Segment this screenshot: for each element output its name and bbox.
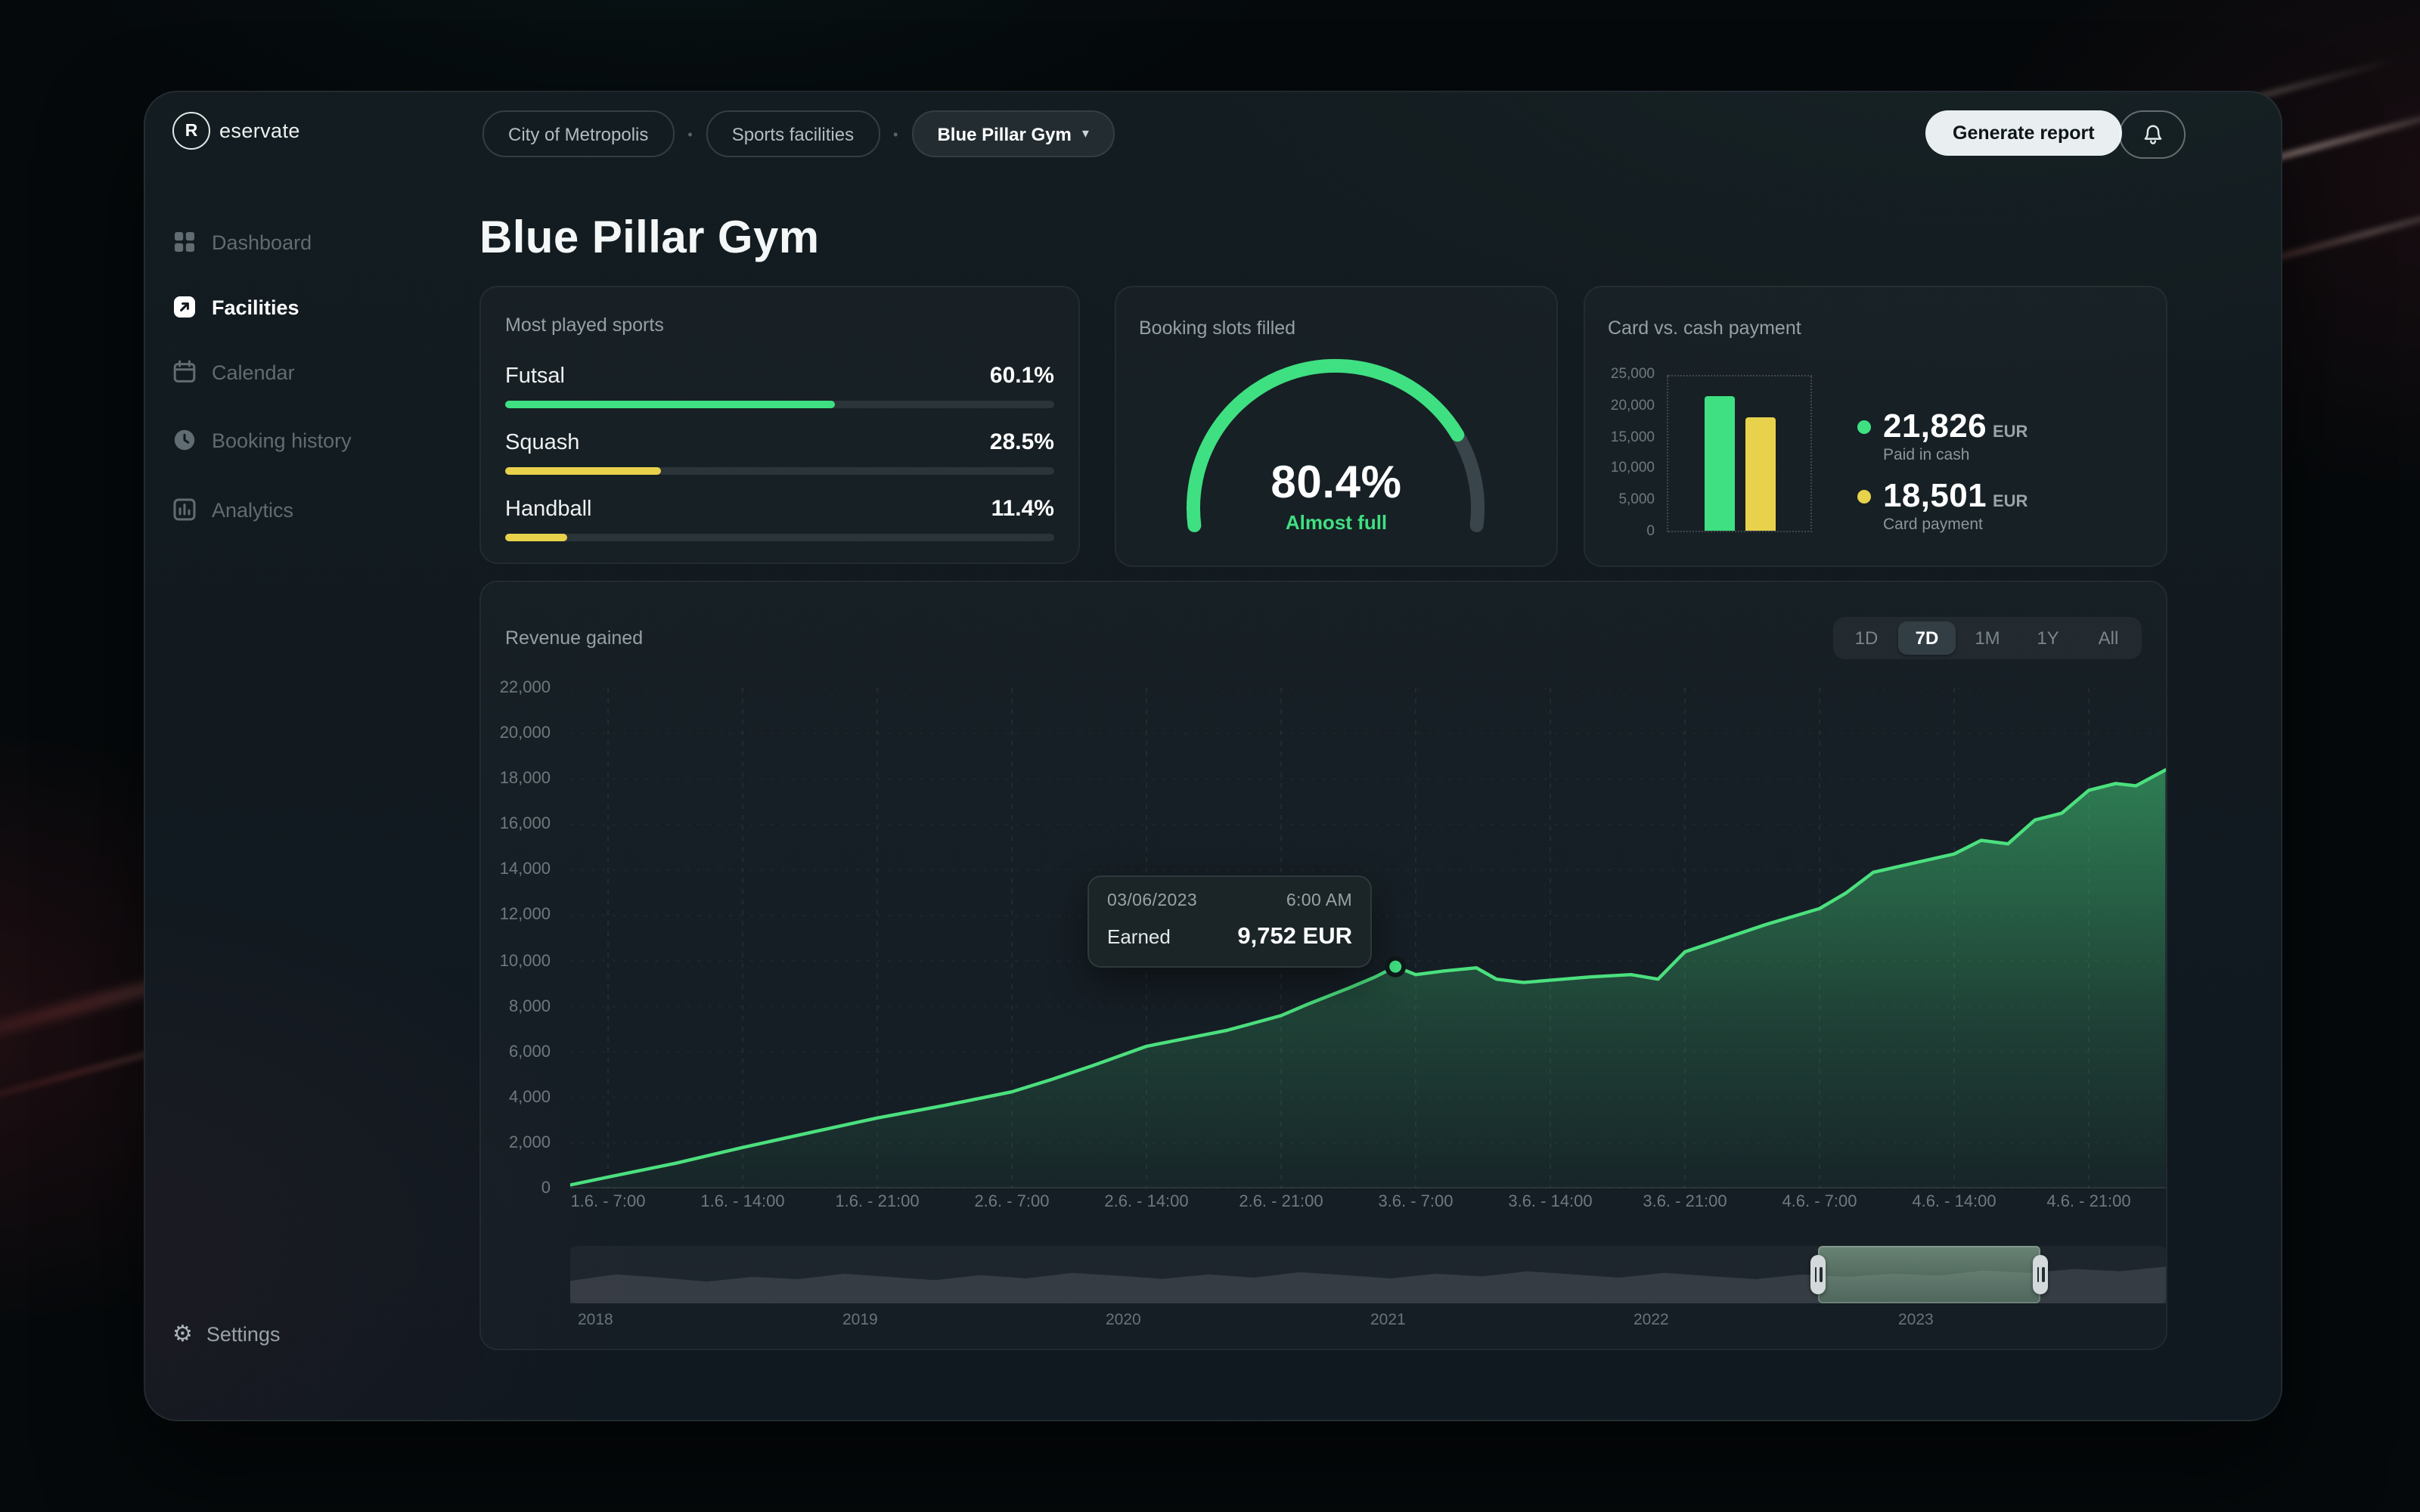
chevron-down-icon: ▾ (1081, 125, 1089, 141)
breadcrumb-gym-dropdown[interactable]: Blue Pillar Gym ▾ (911, 110, 1115, 157)
gauge-percent: 80.4% (1270, 458, 1402, 508)
bell-icon (2143, 125, 2161, 144)
brand-name: eservate (219, 119, 300, 142)
sidebar-item-label: Booking history (212, 429, 352, 451)
selection-handle-left[interactable] (1810, 1255, 1826, 1294)
booking-gauge (1186, 358, 1485, 532)
currency-label: EUR (1993, 493, 2028, 511)
legend-dot-green (1857, 420, 1871, 433)
sport-row: Squash 28.5% (505, 429, 1054, 475)
progress-track (505, 401, 1054, 408)
gear-icon: ⚙ (172, 1319, 193, 1346)
cash-bar (1705, 396, 1735, 531)
sport-row: Futsal 60.1% (505, 363, 1054, 408)
app-window: R eservate City of Metropolis • Sports f… (144, 91, 2282, 1421)
legend-card: 18,501 EUR Card payment (1857, 476, 2028, 534)
highlight-point (1385, 956, 1407, 978)
tooltip-time: 6:00 AM (1286, 892, 1352, 910)
legend-dot-yellow (1857, 489, 1871, 503)
tooltip-date: 03/06/2023 (1107, 892, 1198, 910)
range-all-button[interactable]: All (2098, 627, 2119, 649)
timeline-minichart (570, 1266, 2166, 1303)
tooltip-value: 9,752 EUR (1237, 924, 1352, 950)
sidebar-item-label: Calendar (212, 361, 295, 383)
legend-cash: 21,826 EUR Paid in cash (1857, 407, 2028, 464)
calendar-icon (173, 360, 196, 383)
sport-percent: 60.1% (989, 363, 1054, 389)
sport-row: Handball 11.4% (505, 496, 1054, 541)
range-1y-button[interactable]: 1Y (2037, 627, 2059, 649)
sidebar-item-analytics[interactable]: Analytics (172, 488, 452, 531)
sidebar-item-label: Dashboard (212, 231, 312, 253)
range-7d-button[interactable]: 7D (1898, 621, 1956, 655)
chart-tooltip: 03/06/2023 6:00 AM Earned 9,752 EUR (1087, 875, 1372, 968)
card-amount: 18,501 (1883, 476, 1987, 514)
card-title: Card vs. cash payment (1608, 318, 1801, 339)
payment-comparison-card: Card vs. cash payment 25,000 20,000 15,0… (1584, 286, 2167, 567)
card-title: Most played sports (505, 314, 664, 336)
page-title: Blue Pillar Gym (479, 213, 820, 263)
sport-name: Squash (505, 431, 580, 455)
brand-logo: R eservate (172, 112, 300, 150)
sidebar-item-calendar[interactable]: Calendar (172, 351, 452, 393)
revenue-card: Revenue gained 1D 7D 1M 1Y All 22,000 20,… (479, 581, 2167, 1350)
cash-amount: 21,826 (1883, 407, 1987, 445)
cash-label: Paid in cash (1883, 446, 1970, 464)
sidebar-item-label: Facilities (212, 296, 299, 318)
booking-slots-card: Booking slots filled 80.4% Almost full (1115, 286, 1558, 567)
settings-label: Settings (206, 1322, 281, 1345)
timeline-scrubber[interactable] (570, 1246, 2166, 1303)
range-1d-button[interactable]: 1D (1854, 627, 1879, 649)
card-bar (1745, 417, 1776, 531)
history-icon (174, 429, 195, 451)
sidebar-item-facilities[interactable]: Facilities (172, 286, 452, 328)
sidebar-item-label: Analytics (212, 498, 294, 521)
logo-r-icon: R (172, 112, 210, 150)
facilities-icon (174, 296, 195, 318)
most-played-sports-card: Most played sports Futsal 60.1% Squash 2… (479, 286, 1080, 564)
selection-handle-right[interactable] (2033, 1255, 2048, 1294)
breadcrumb: City of Metropolis • Sports facilities •… (482, 110, 1115, 157)
card-label: Card payment (1883, 516, 1983, 534)
sidebar-item-settings[interactable]: ⚙ Settings (172, 1312, 280, 1355)
card-title: Revenue gained (505, 627, 644, 649)
range-1m-button[interactable]: 1M (1975, 627, 2000, 649)
sport-percent: 28.5% (989, 429, 1054, 455)
timeline-selection-window[interactable] (1810, 1246, 2048, 1303)
progress-track (505, 534, 1054, 541)
currency-label: EUR (1993, 423, 2028, 442)
generate-report-button[interactable]: Generate report (1925, 110, 2122, 156)
progress-fill (505, 467, 662, 475)
sidebar-item-booking-history[interactable]: Booking history (172, 419, 452, 461)
revenue-x-axis: 1.6. - 7:00 1.6. - 14:00 1.6. - 21:00 2.6.… (570, 1193, 2131, 1211)
progress-fill (505, 401, 836, 408)
sport-name: Futsal (505, 364, 565, 389)
payment-plot-frame (1667, 375, 1812, 532)
time-range-toggle: 1D 7D 1M 1Y All (1833, 617, 2142, 659)
breadcrumb-separator: • (687, 126, 693, 141)
gauge-status: Almost full (1285, 511, 1388, 534)
progress-fill (505, 534, 568, 541)
sport-percent: 11.4% (991, 496, 1054, 522)
tooltip-label: Earned (1107, 925, 1171, 948)
dashboard-icon (175, 232, 194, 252)
sport-name: Handball (505, 497, 592, 522)
card-title: Booking slots filled (1139, 318, 1296, 339)
breadcrumb-facilities[interactable]: Sports facilities (706, 110, 880, 157)
revenue-chart[interactable] (570, 688, 2166, 1188)
notifications-button[interactable] (2119, 110, 2186, 159)
analytics-icon (173, 498, 196, 521)
breadcrumb-separator: • (893, 126, 898, 141)
sidebar-item-dashboard[interactable]: Dashboard (172, 221, 452, 263)
progress-track (505, 467, 1054, 475)
breadcrumb-city[interactable]: City of Metropolis (482, 110, 675, 157)
